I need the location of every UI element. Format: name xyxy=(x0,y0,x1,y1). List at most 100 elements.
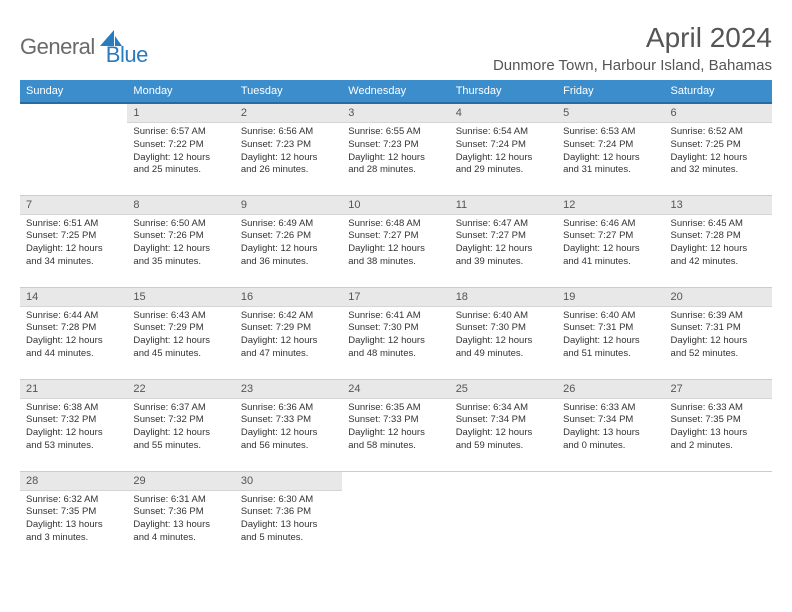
daylight-line1: Daylight: 12 hours xyxy=(241,152,336,165)
sunrise-text: Sunrise: 6:30 AM xyxy=(241,494,336,507)
sunrise-text: Sunrise: 6:51 AM xyxy=(26,218,121,231)
sunrise-text: Sunrise: 6:49 AM xyxy=(241,218,336,231)
weekday-header: Thursday xyxy=(450,80,557,103)
calendar-empty-cell xyxy=(450,471,557,563)
daylight-line2: and 35 minutes. xyxy=(133,256,228,269)
daylight-line2: and 2 minutes. xyxy=(671,440,766,453)
daylight-line1: Daylight: 13 hours xyxy=(563,427,658,440)
daylight-line1: Daylight: 13 hours xyxy=(671,427,766,440)
daylight-line2: and 56 minutes. xyxy=(241,440,336,453)
logo-text-general: General xyxy=(20,34,95,60)
calendar-day-cell: 16Sunrise: 6:42 AMSunset: 7:29 PMDayligh… xyxy=(235,287,342,379)
calendar-day-cell: 21Sunrise: 6:38 AMSunset: 7:32 PMDayligh… xyxy=(20,379,127,471)
daylight-line2: and 58 minutes. xyxy=(348,440,443,453)
day-number: 15 xyxy=(127,288,234,307)
calendar-week-row: 28Sunrise: 6:32 AMSunset: 7:35 PMDayligh… xyxy=(20,471,772,563)
daylight-line1: Daylight: 12 hours xyxy=(563,152,658,165)
calendar-day-cell: 28Sunrise: 6:32 AMSunset: 7:35 PMDayligh… xyxy=(20,471,127,563)
day-number: 20 xyxy=(665,288,772,307)
daylight-line1: Daylight: 12 hours xyxy=(348,152,443,165)
day-number: 12 xyxy=(557,196,664,215)
calendar-empty-cell xyxy=(342,471,449,563)
sunset-text: Sunset: 7:26 PM xyxy=(241,230,336,243)
day-number: 9 xyxy=(235,196,342,215)
day-details: Sunrise: 6:40 AMSunset: 7:31 PMDaylight:… xyxy=(557,307,664,363)
calendar-day-cell: 24Sunrise: 6:35 AMSunset: 7:33 PMDayligh… xyxy=(342,379,449,471)
sunset-text: Sunset: 7:29 PM xyxy=(241,322,336,335)
sunset-text: Sunset: 7:31 PM xyxy=(563,322,658,335)
daylight-line1: Daylight: 12 hours xyxy=(133,335,228,348)
daylight-line2: and 32 minutes. xyxy=(671,164,766,177)
daylight-line2: and 5 minutes. xyxy=(241,532,336,545)
title-block: April 2024 Dunmore Town, Harbour Island,… xyxy=(493,22,772,74)
daylight-line2: and 36 minutes. xyxy=(241,256,336,269)
day-details: Sunrise: 6:51 AMSunset: 7:25 PMDaylight:… xyxy=(20,215,127,271)
sunrise-text: Sunrise: 6:36 AM xyxy=(241,402,336,415)
day-number: 2 xyxy=(235,104,342,123)
calendar-week-row: 1 Sunrise: 6:57 AMSunset: 7:22 PM Daylight… xyxy=(20,103,772,195)
sunrise-text: Sunrise: 6:52 AM xyxy=(671,126,766,139)
calendar-day-cell: 19Sunrise: 6:40 AMSunset: 7:31 PMDayligh… xyxy=(557,287,664,379)
calendar-day-cell: 25Sunrise: 6:34 AMSunset: 7:34 PMDayligh… xyxy=(450,379,557,471)
calendar-day-cell: 6Sunrise: 6:52 AMSunset: 7:25 PMDaylight… xyxy=(665,103,772,195)
day-details: Sunrise: 6:32 AMSunset: 7:35 PMDaylight:… xyxy=(20,491,127,547)
daylight-line2: and 45 minutes. xyxy=(133,348,228,361)
sunrise-text: Sunrise: 6:35 AM xyxy=(348,402,443,415)
sunrise-text: Sunrise: 6:33 AM xyxy=(671,402,766,415)
calendar-day-cell: 18Sunrise: 6:40 AMSunset: 7:30 PMDayligh… xyxy=(450,287,557,379)
calendar-empty-cell xyxy=(20,103,127,195)
day-number: 23 xyxy=(235,380,342,399)
calendar-day-cell: 11Sunrise: 6:47 AMSunset: 7:27 PMDayligh… xyxy=(450,195,557,287)
sunset-text: Sunset: 7:32 PM xyxy=(133,414,228,427)
daylight-line2: and 29 minutes. xyxy=(456,164,551,177)
daylight-line1: Daylight: 12 hours xyxy=(348,243,443,256)
day-number: 10 xyxy=(342,196,449,215)
calendar-week-row: 7Sunrise: 6:51 AMSunset: 7:25 PMDaylight… xyxy=(20,195,772,287)
daylight-line2: and 34 minutes. xyxy=(26,256,121,269)
logo-text-blue: Blue xyxy=(106,42,148,68)
day-details: Sunrise: 6:44 AMSunset: 7:28 PMDaylight:… xyxy=(20,307,127,363)
calendar-empty-cell xyxy=(557,471,664,563)
sunset-text: Sunset: 7:32 PM xyxy=(26,414,121,427)
day-number: 24 xyxy=(342,380,449,399)
sunset-text: Sunset: 7:25 PM xyxy=(671,139,766,152)
daylight-line1: Daylight: 12 hours xyxy=(348,427,443,440)
daylight-line2: and 59 minutes. xyxy=(456,440,551,453)
sunrise-text: Sunrise: 6:44 AM xyxy=(26,310,121,323)
daylight-line1: Daylight: 12 hours xyxy=(26,243,121,256)
calendar-day-cell: 12Sunrise: 6:46 AMSunset: 7:27 PMDayligh… xyxy=(557,195,664,287)
sunset-text: Sunset: 7:22 PM xyxy=(133,139,228,152)
sunrise-text: Sunrise: 6:47 AM xyxy=(456,218,551,231)
calendar-day-cell: 5Sunrise: 6:53 AMSunset: 7:24 PMDaylight… xyxy=(557,103,664,195)
sunrise-text: Sunrise: 6:46 AM xyxy=(563,218,658,231)
sunset-text: Sunset: 7:24 PM xyxy=(563,139,658,152)
sunset-text: Sunset: 7:26 PM xyxy=(133,230,228,243)
day-number: 18 xyxy=(450,288,557,307)
daylight-line1: Daylight: 13 hours xyxy=(241,519,336,532)
day-details: Sunrise: 6:33 AMSunset: 7:34 PMDaylight:… xyxy=(557,399,664,455)
daylight-line1: Daylight: 12 hours xyxy=(133,427,228,440)
calendar-table: SundayMondayTuesdayWednesdayThursdayFrid… xyxy=(20,80,772,563)
day-details: Sunrise: 6:52 AMSunset: 7:25 PMDaylight:… xyxy=(665,123,772,179)
calendar-day-cell: 2Sunrise: 6:56 AMSunset: 7:23 PMDaylight… xyxy=(235,103,342,195)
sunrise-text: Sunrise: 6:57 AM xyxy=(133,126,228,139)
calendar-day-cell: 1Sunrise: 6:57 AMSunset: 7:22 PMDaylight… xyxy=(127,103,234,195)
brand-logo: General Blue xyxy=(20,26,148,68)
day-number: 14 xyxy=(20,288,127,307)
sunset-text: Sunset: 7:24 PM xyxy=(456,139,551,152)
day-number: 11 xyxy=(450,196,557,215)
daylight-line1: Daylight: 12 hours xyxy=(671,152,766,165)
day-number: 3 xyxy=(342,104,449,123)
calendar-day-cell: 7Sunrise: 6:51 AMSunset: 7:25 PMDaylight… xyxy=(20,195,127,287)
sunrise-text: Sunrise: 6:40 AM xyxy=(563,310,658,323)
daylight-line1: Daylight: 12 hours xyxy=(456,427,551,440)
day-number: 19 xyxy=(557,288,664,307)
calendar-week-row: 14Sunrise: 6:44 AMSunset: 7:28 PMDayligh… xyxy=(20,287,772,379)
day-number: 1 xyxy=(127,104,234,123)
sunset-text: Sunset: 7:35 PM xyxy=(671,414,766,427)
sunset-text: Sunset: 7:27 PM xyxy=(348,230,443,243)
sunrise-text: Sunrise: 6:45 AM xyxy=(671,218,766,231)
day-details: Sunrise: 6:45 AMSunset: 7:28 PMDaylight:… xyxy=(665,215,772,271)
day-details: Sunrise: 6:33 AMSunset: 7:35 PMDaylight:… xyxy=(665,399,772,455)
sunset-text: Sunset: 7:28 PM xyxy=(671,230,766,243)
